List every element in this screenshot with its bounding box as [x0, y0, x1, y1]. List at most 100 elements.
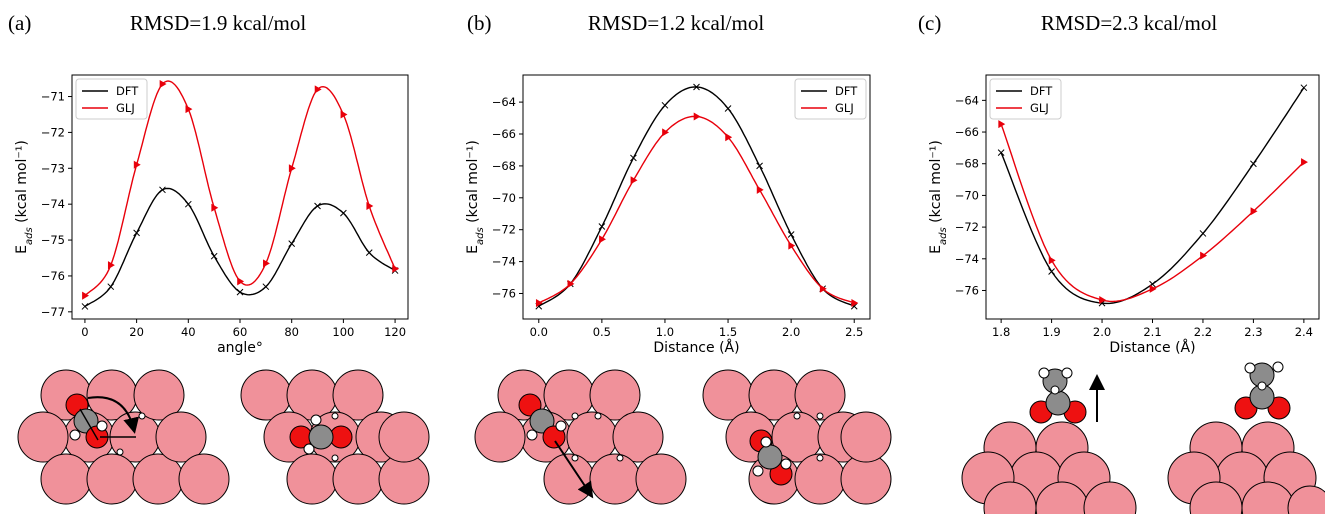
panel-a-title: RMSD=1.9 kcal/mol	[130, 11, 307, 35]
x-tick-label: 2.2	[1194, 325, 1212, 339]
series-line-glj	[1000, 123, 1305, 303]
panel-b-title: RMSD=1.2 kcal/mol	[588, 11, 765, 35]
data-point-glj	[756, 185, 764, 194]
data-point-dft	[724, 105, 732, 112]
series-line-dft	[1000, 87, 1305, 305]
y-tick-label: −64	[492, 95, 516, 109]
legend-box	[989, 78, 1062, 120]
y-tick-label: −76	[492, 286, 516, 300]
y-tick-label: −74	[41, 197, 65, 211]
legend-box	[75, 78, 148, 120]
legend-label-dft: DFT	[1030, 84, 1053, 98]
x-tick-label: 0.0	[530, 325, 548, 339]
data-point-dft	[262, 283, 270, 291]
y-tick-label: −72	[492, 223, 516, 237]
x-tick-label: 2.3	[1244, 325, 1262, 339]
x-tick-label: 1.9	[1042, 325, 1060, 339]
legend-label-glj: GLJ	[1030, 101, 1049, 115]
data-point-glj	[851, 299, 859, 308]
data-point-dft	[314, 202, 321, 210]
x-tick-label: 100	[332, 325, 354, 339]
x-tick-label: 60	[233, 325, 248, 339]
data-point-dft	[107, 283, 115, 291]
data-point-glj	[819, 284, 827, 293]
data-point-glj	[567, 279, 575, 288]
data-point-glj	[159, 79, 167, 88]
y-axis-label: Eads (kcal mol⁻¹)	[465, 140, 486, 254]
data-point-dft	[1300, 84, 1308, 92]
x-tick-label: 0	[81, 325, 88, 339]
data-point-glj	[82, 291, 90, 300]
x-tick-label: 40	[181, 325, 196, 339]
data-point-dft	[1048, 268, 1055, 275]
data-point-dft	[365, 249, 373, 256]
data-point-glj	[288, 164, 296, 173]
data-point-glj	[788, 241, 796, 250]
data-point-glj	[1099, 295, 1107, 305]
x-tick-label: 1.5	[719, 325, 737, 339]
data-point-dft	[159, 186, 166, 194]
legend-label-dft: DFT	[116, 84, 139, 98]
y-tick-label: −70	[955, 188, 979, 202]
illustration-b-final	[702, 369, 892, 505]
data-point-dft	[756, 162, 763, 170]
data-point-dft	[288, 240, 296, 248]
y-tick-label: −72	[41, 125, 65, 139]
plot-frame	[985, 74, 1320, 320]
y-tick-label: −74	[492, 255, 516, 269]
plot-frame	[522, 74, 871, 320]
plot-frame	[71, 74, 409, 320]
data-point-glj	[725, 133, 733, 142]
legend-box	[794, 78, 867, 120]
data-point-glj	[107, 261, 115, 270]
data-point-glj	[630, 176, 638, 185]
legend-label-dft: DFT	[835, 84, 858, 98]
data-point-glj	[998, 120, 1006, 129]
x-tick-label: 120	[384, 325, 406, 339]
y-axis-label: Eads (kcal mol⁻¹)	[928, 140, 949, 254]
data-point-glj	[1250, 207, 1258, 216]
x-tick-label: 20	[129, 325, 144, 339]
data-point-glj	[1149, 284, 1157, 293]
chart-b: 0.0 0.5 1.0 1.5 2.0 2.5 −76 −74 −72 −70 −68 −66 −64 D…	[465, 74, 871, 356]
panel-c-label: (c)	[918, 11, 941, 35]
data-point-glj	[314, 85, 322, 94]
panel-a-label: (a)	[8, 11, 31, 35]
y-tick-label: −76	[955, 283, 979, 297]
x-tick-label: 2.0	[1093, 325, 1111, 339]
chart-c: 1.8 1.9 2.0 2.1 2.2 2.3 2.4 −76 −74 −72 −70 −68 −66 −…	[928, 74, 1320, 356]
y-tick-label: −74	[955, 252, 979, 266]
y-tick-label: −66	[955, 125, 979, 139]
illustration-c-slab-final	[1167, 361, 1325, 514]
y-tick-label: −70	[492, 191, 516, 205]
data-point-dft	[598, 223, 606, 230]
illustration-b-translation	[474, 369, 687, 505]
data-point-dft	[210, 252, 218, 260]
data-point-dft	[693, 83, 700, 91]
data-point-glj	[366, 201, 374, 210]
data-point-glj	[263, 259, 270, 268]
x-tick-label: 0.5	[593, 325, 611, 339]
data-point-glj	[693, 112, 701, 121]
y-tick-label: −72	[955, 220, 979, 234]
y-tick-label: −76	[41, 269, 65, 283]
plots: 0 20 40 60 80 100 120 −77 −76 −75 −74 −73 −72 −71 angl…	[14, 74, 1320, 356]
legend: DFT GLJ	[794, 78, 867, 120]
data-point-glj	[185, 105, 193, 114]
x-axis-label: angle°	[217, 340, 263, 356]
y-tick-label: −71	[41, 90, 65, 104]
x-tick-label: 2.1	[1143, 325, 1161, 339]
data-point-dft	[340, 209, 347, 217]
y-tick-label: −68	[955, 157, 979, 171]
y-tick-label: −66	[492, 127, 516, 141]
data-point-dft	[133, 229, 140, 237]
y-tick-label: −75	[41, 233, 65, 247]
x-tick-label: 2.4	[1295, 325, 1313, 339]
x-tick-label: 80	[284, 325, 299, 339]
data-point-glj	[1301, 158, 1308, 167]
x-tick-label: 2.0	[782, 325, 800, 339]
data-point-glj	[133, 160, 141, 169]
data-point-glj	[1200, 251, 1208, 260]
legend: DFT GLJ	[989, 78, 1062, 120]
data-point-dft	[630, 154, 637, 162]
